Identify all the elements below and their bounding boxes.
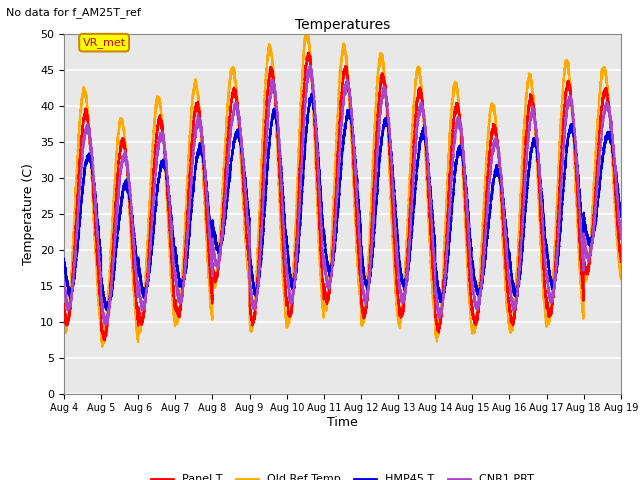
X-axis label: Time: Time (327, 416, 358, 429)
Text: No data for f_AM25T_ref: No data for f_AM25T_ref (6, 7, 141, 18)
Y-axis label: Temperature (C): Temperature (C) (22, 163, 35, 264)
Legend: Panel T, Old Ref Temp, HMP45 T, CNR1 PRT: Panel T, Old Ref Temp, HMP45 T, CNR1 PRT (147, 470, 538, 480)
Text: VR_met: VR_met (83, 37, 125, 48)
Title: Temperatures: Temperatures (295, 18, 390, 33)
